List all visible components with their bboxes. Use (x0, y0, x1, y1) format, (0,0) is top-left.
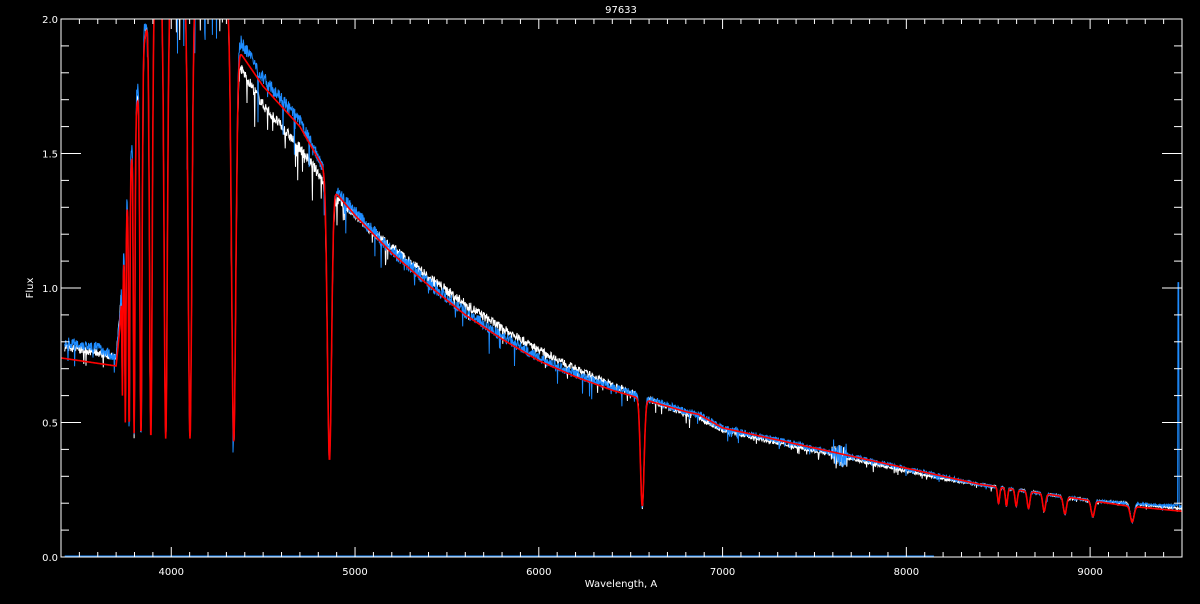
x-tick-label: 8000 (894, 567, 919, 578)
y-tick-label: 0.0 (42, 553, 58, 564)
y-axis-label: Flux (25, 278, 36, 299)
x-axis-label: Wavelength, A (585, 579, 658, 590)
plot-frame (60, 18, 1183, 558)
y-tick-label: 1.5 (42, 150, 58, 161)
spectrum-series-2 (61, 19, 1182, 523)
y-tick-label: 1.0 (42, 284, 58, 295)
x-tick-label: 6000 (526, 567, 551, 578)
x-tick-label: 4000 (159, 567, 184, 578)
chart-title: 97633 (605, 5, 637, 16)
x-tick-label: 9000 (1077, 567, 1102, 578)
x-tick-label: 7000 (710, 567, 735, 578)
y-tick-label: 0.5 (42, 419, 58, 430)
y-tick-label: 2.0 (42, 15, 58, 26)
x-tick-label: 5000 (342, 567, 367, 578)
